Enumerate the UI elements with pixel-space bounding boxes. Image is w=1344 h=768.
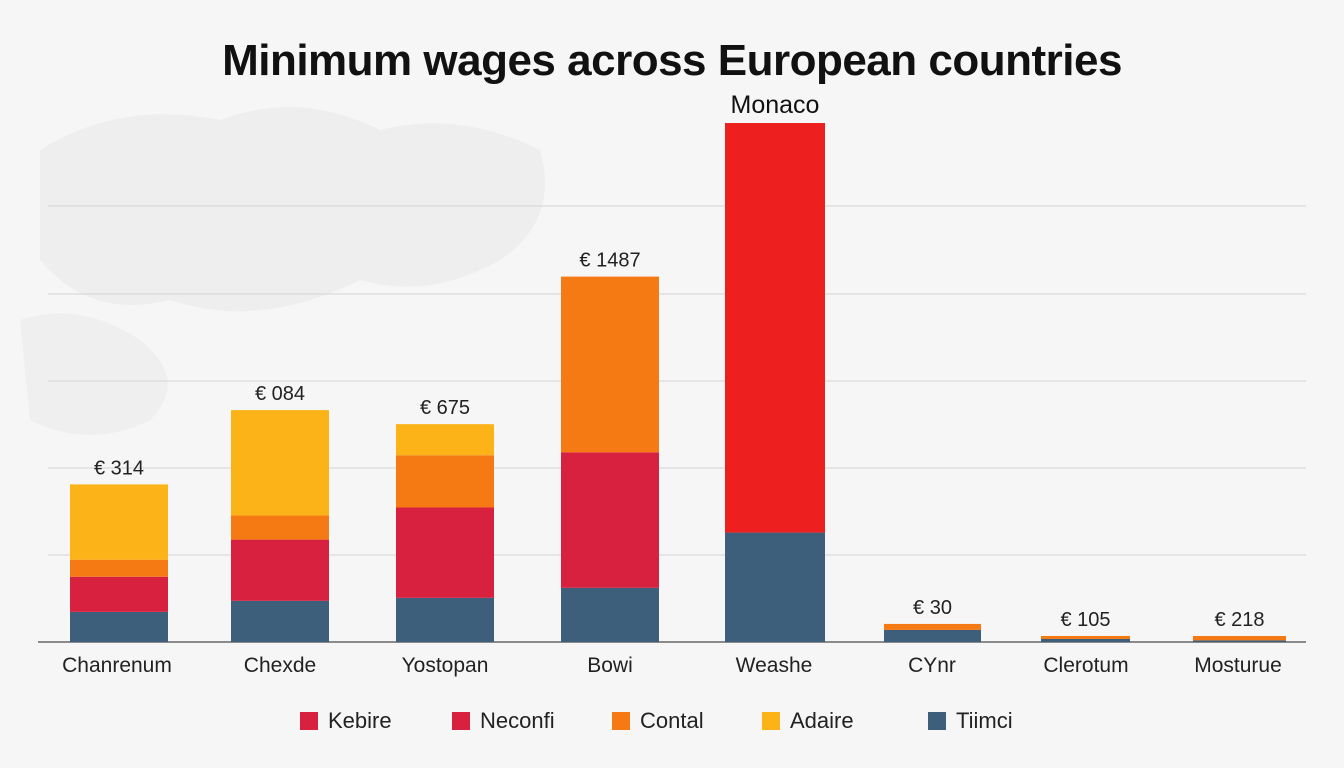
- legend-item: Contal: [612, 708, 704, 734]
- value-label: € 30: [913, 597, 952, 619]
- bar-segment: [396, 424, 494, 456]
- bar-segment: [1041, 638, 1130, 642]
- legend-label: Adaire: [790, 708, 854, 733]
- legend-label: Kebire: [328, 708, 392, 733]
- bar-segment: [396, 455, 494, 508]
- x-tick-label: Bowi: [587, 654, 633, 677]
- legend: Kebire Neconfi Contal Adaire Tiimci: [0, 708, 1344, 740]
- legend-item: Kebire: [300, 708, 392, 734]
- bar-segment: [884, 623, 981, 630]
- value-label: € 105: [1060, 609, 1110, 631]
- legend-label: Neconfi: [480, 708, 555, 733]
- bar-segment: [396, 597, 494, 642]
- legend-label: Contal: [640, 708, 704, 733]
- legend-label: Tiimci: [956, 708, 1013, 733]
- legend-swatch: [612, 712, 630, 730]
- legend-swatch: [762, 712, 780, 730]
- bar-segment: [1041, 635, 1130, 639]
- bar-segment: [561, 587, 659, 642]
- bar-segment: [70, 484, 168, 560]
- bar-segment: [1193, 635, 1286, 641]
- legend-swatch: [452, 712, 470, 730]
- bar-segment: [561, 452, 659, 588]
- value-label: € 675: [420, 397, 470, 419]
- bar-segment: [725, 532, 825, 642]
- x-tick-label: Clerotum: [1043, 654, 1128, 677]
- x-tick-label: Chexde: [244, 654, 316, 677]
- bar-segment: [725, 123, 825, 533]
- value-label: € 218: [1214, 609, 1264, 631]
- bar-segment: [70, 576, 168, 612]
- bar-segment: [231, 600, 329, 642]
- value-label: € 084: [255, 383, 305, 405]
- legend-item: Tiimci: [928, 708, 1013, 734]
- bar-segment: [231, 410, 329, 516]
- bar-top-label: Monaco: [731, 91, 820, 119]
- bar-segment: [70, 611, 168, 642]
- x-tick-label: Yostopan: [402, 654, 489, 677]
- value-label: € 314: [94, 457, 144, 479]
- bar-segment: [70, 559, 168, 577]
- bar-segment: [231, 539, 329, 601]
- value-label: € 1487: [579, 250, 640, 272]
- x-tick-label: Mosturue: [1194, 654, 1282, 677]
- bar-segment: [396, 507, 494, 598]
- chart-title: Minimum wages across European countries: [222, 36, 1122, 85]
- bar-segment: [231, 515, 329, 540]
- legend-swatch: [928, 712, 946, 730]
- bar-segment: [884, 629, 981, 642]
- x-tick-label: CYnr: [908, 654, 956, 677]
- legend-item: Adaire: [762, 708, 854, 734]
- x-tick-label: Weashe: [736, 654, 813, 677]
- x-tick-label: Chanrenum: [62, 654, 172, 677]
- bar-segment: [1193, 640, 1286, 642]
- legend-item: Neconfi: [452, 708, 555, 734]
- legend-swatch: [300, 712, 318, 730]
- bar-segment: [561, 276, 659, 453]
